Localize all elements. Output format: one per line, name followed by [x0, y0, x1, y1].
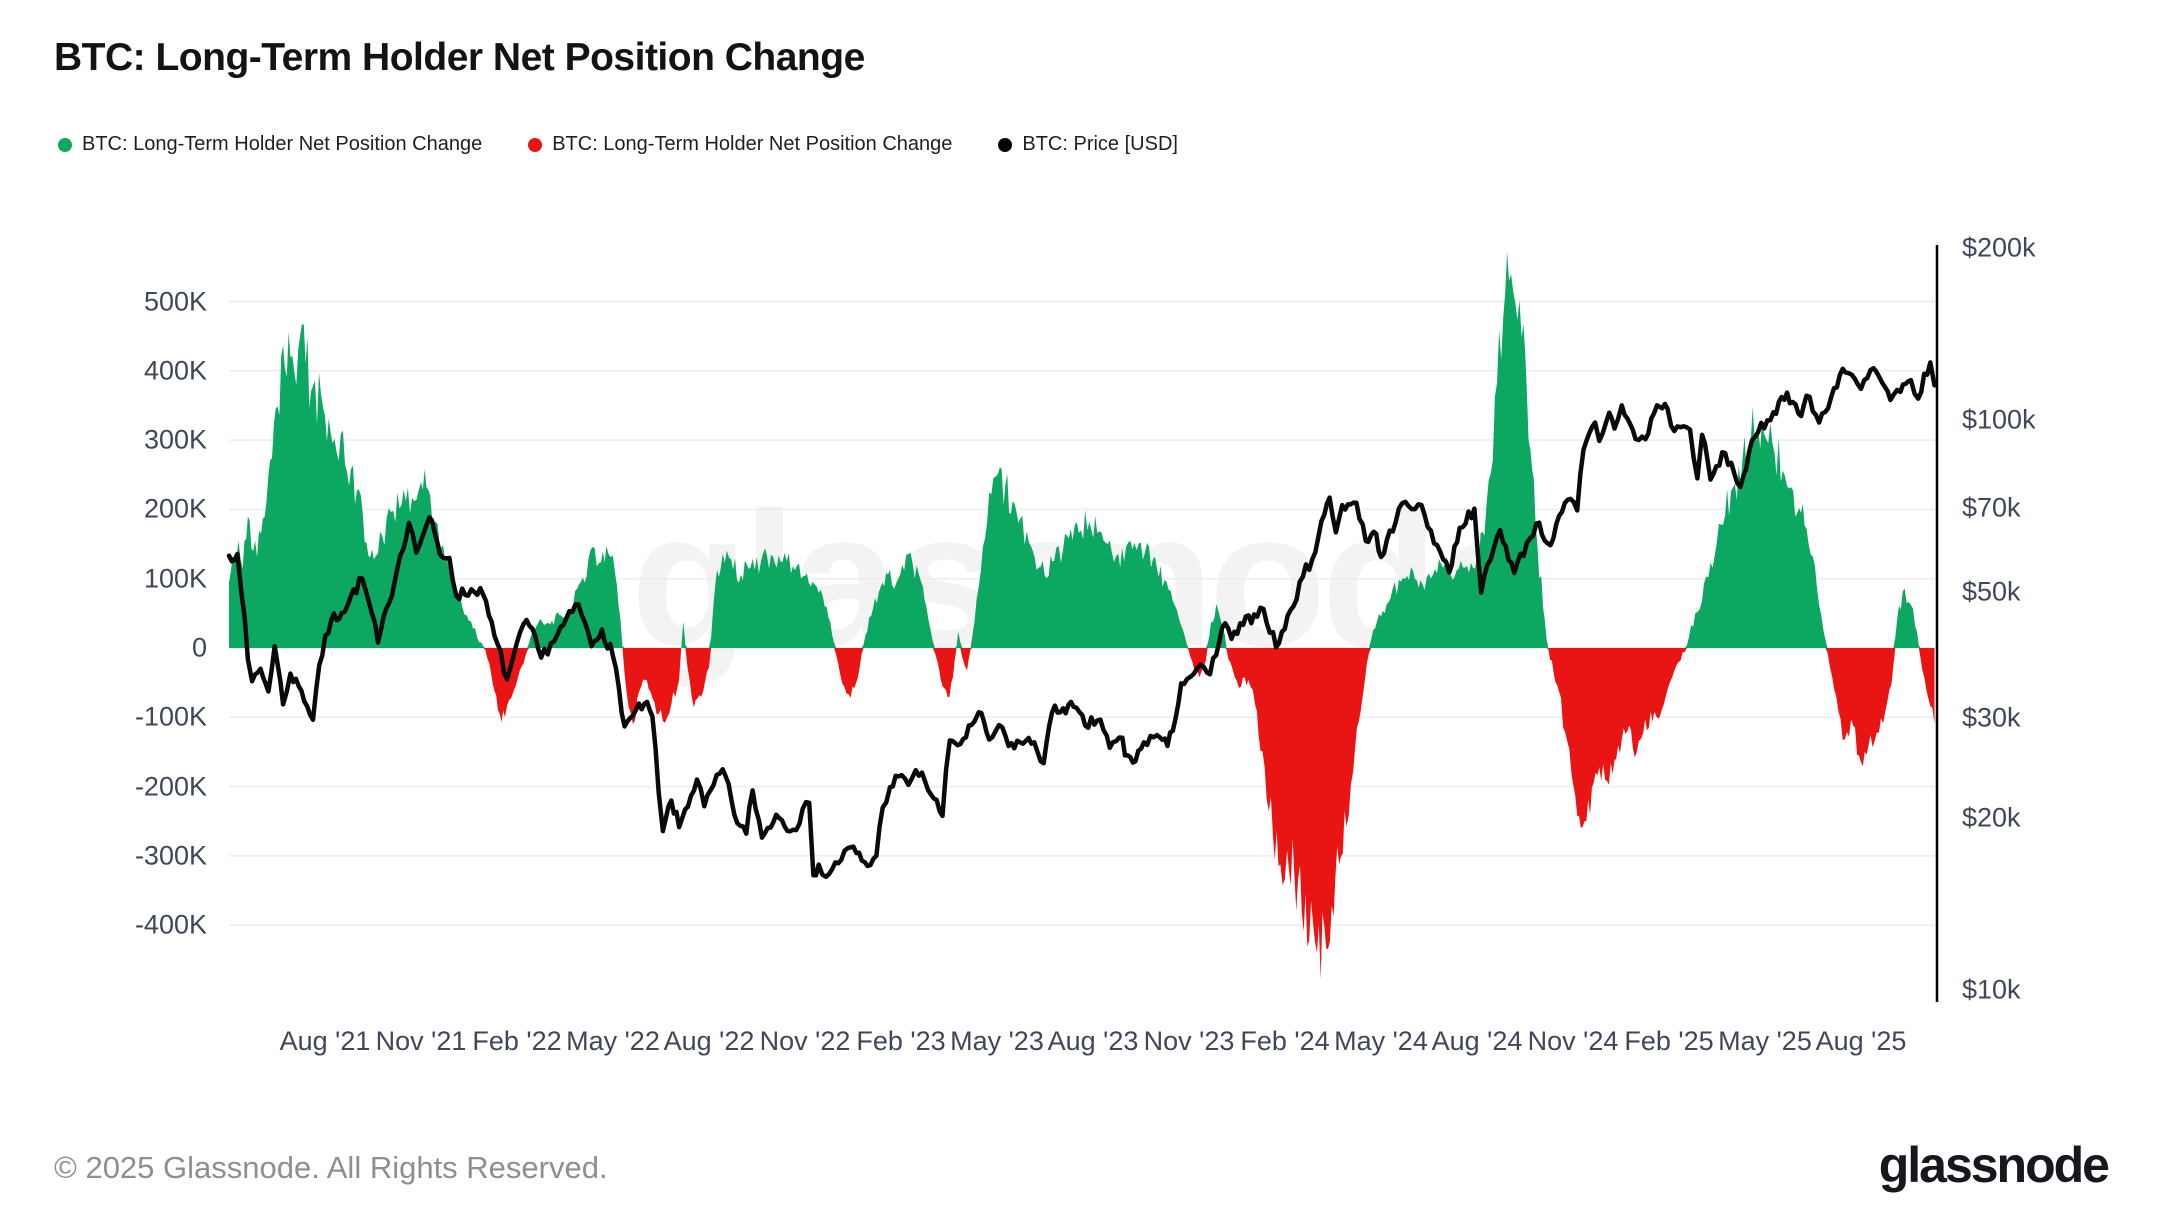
x-axis-tick-label: Aug '22	[663, 1026, 755, 1056]
y-axis-right-tick-label: $50k	[1962, 576, 2021, 607]
legend-item[interactable]: BTC: Price [USD]	[998, 133, 1178, 156]
lth-net-position-negative-area	[229, 648, 1935, 980]
page-title: BTC: Long-Term Holder Net Position Chang…	[54, 36, 865, 79]
x-axis-tick-label: Aug '24	[1431, 1026, 1523, 1056]
glassnode-logo: glassnode	[1878, 1137, 2110, 1193]
y-axis-left-tick-label: -300K	[134, 840, 207, 871]
x-axis-tick-label: Feb '22	[472, 1026, 562, 1056]
y-axis-right-tick-label: $10k	[1962, 974, 2021, 1005]
x-axis-tick-label: Nov '21	[375, 1026, 467, 1056]
x-axis-tick-label: Aug '23	[1047, 1026, 1139, 1056]
x-axis-tick-label: Nov '24	[1527, 1026, 1619, 1056]
y-axis-right-tick-label: $20k	[1962, 802, 2021, 833]
legend-dot-icon	[58, 137, 72, 152]
x-axis-tick-label: Nov '22	[759, 1026, 851, 1056]
legend-item-label: BTC: Long-Term Holder Net Position Chang…	[82, 133, 483, 155]
x-axis-tick-label: May '25	[1718, 1026, 1812, 1056]
lth-net-position-positive-area	[229, 251, 1935, 648]
legend-item-label: BTC: Price [USD]	[1022, 133, 1178, 155]
x-axis-tick-label: May '23	[950, 1026, 1044, 1056]
y-axis-right-tick-label: $200k	[1962, 232, 2036, 263]
legend: BTC: Long-Term Holder Net Position Chang…	[58, 133, 1178, 156]
y-axis-left-tick-label: 500K	[143, 286, 207, 316]
legend-dot-icon	[998, 137, 1013, 152]
btc-price-line	[226, 360, 1937, 880]
legend-item[interactable]: BTC: Long-Term Holder Net Position Chang…	[58, 133, 482, 156]
y-axis-right-tick-label: $30k	[1962, 702, 2021, 733]
x-axis-tick-label: Feb '23	[856, 1026, 946, 1056]
y-axis-left-tick-label: -100K	[134, 701, 207, 732]
x-axis-tick-label: May '22	[566, 1026, 660, 1056]
y-axis-left-tick-label: -200K	[134, 771, 207, 802]
y-axis-left-tick-label: 0	[191, 632, 207, 663]
y-axis-left-tick-label: 100K	[143, 563, 207, 594]
y-axis-left-tick-label: -400K	[134, 909, 207, 940]
y-axis-left-tick-label: 200K	[143, 493, 207, 524]
legend-item[interactable]: BTC: Long-Term Holder Net Position Chang…	[528, 133, 952, 156]
footer-copyright: © 2025 Glassnode. All Rights Reserved.	[54, 1150, 608, 1185]
y-axis-left-tick-label: 300K	[143, 424, 207, 455]
legend-item-label: BTC: Long-Term Holder Net Position Chang…	[552, 133, 953, 155]
x-axis-tick-label: Feb '24	[1240, 1026, 1330, 1056]
y-axis-right-tick-label: $100k	[1962, 404, 2036, 435]
legend-dot-icon	[528, 137, 543, 152]
x-axis-tick-label: May '24	[1334, 1026, 1428, 1056]
y-axis-right-tick-label: $70k	[1962, 492, 2021, 523]
x-axis-tick-label: Aug '25	[1815, 1026, 1907, 1056]
x-axis-tick-label: Aug '21	[279, 1026, 371, 1056]
y-axis-left-tick-label: 400K	[143, 355, 207, 386]
x-axis-tick-label: Nov '23	[1143, 1026, 1235, 1056]
x-axis-tick-label: Feb '25	[1624, 1026, 1714, 1056]
